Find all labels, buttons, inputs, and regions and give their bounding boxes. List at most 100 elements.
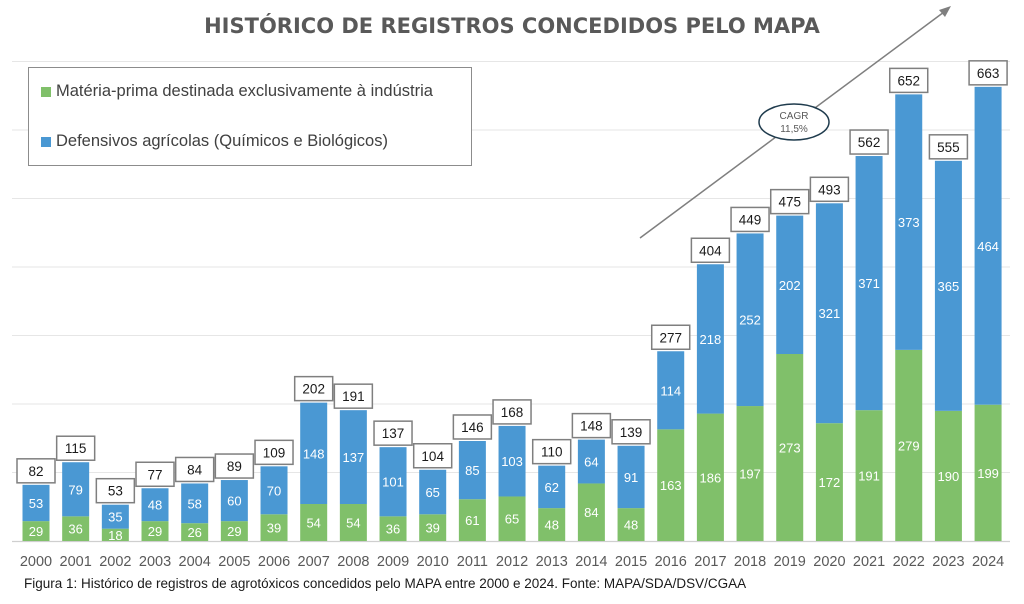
total-label: 168 — [501, 405, 524, 420]
x-tick-label: 2023 — [932, 554, 964, 570]
cagr-value: 11,5% — [780, 124, 808, 135]
total-label-box — [888, 67, 929, 94]
data-label-defensivos: 70 — [267, 483, 281, 498]
bar-segment-defensivos — [101, 504, 129, 529]
bar-group-2018: 197 252 449 — [730, 206, 770, 541]
data-label-defensivos: 65 — [425, 485, 439, 500]
bar-group-2012: 65 103 168 — [492, 399, 532, 541]
total-label-box — [55, 435, 96, 461]
bar-group-2011: 61 85 146 — [452, 414, 493, 541]
total-label: 139 — [620, 425, 643, 440]
bar-segment-defensivos — [577, 439, 605, 484]
x-tick-label: 2013 — [536, 554, 568, 570]
total-label: 89 — [227, 459, 242, 474]
x-tick-label: 2005 — [218, 554, 250, 570]
data-label-materia-prima: 54 — [306, 516, 320, 531]
total-label: 84 — [187, 462, 203, 477]
bar-group-2000: 29 53 82 — [16, 458, 56, 541]
total-label-box — [531, 438, 572, 465]
bar-segment-defensivos — [855, 156, 883, 411]
total-label-box — [412, 443, 453, 469]
data-label-materia-prima: 199 — [977, 466, 999, 481]
bar-segment-defensivos — [141, 488, 169, 522]
data-label-materia-prima: 65 — [505, 512, 519, 527]
x-tick-label: 2016 — [655, 554, 687, 570]
total-label: 137 — [382, 426, 405, 441]
total-label: 104 — [421, 449, 444, 464]
total-label-box — [928, 134, 969, 160]
data-label-materia-prima: 172 — [819, 475, 841, 490]
total-label-box — [571, 412, 612, 439]
data-label-defensivos: 371 — [858, 276, 880, 291]
x-tick-label: 2009 — [377, 554, 409, 570]
data-label-materia-prima: 84 — [584, 505, 598, 520]
bar-segment-defensivos — [220, 480, 248, 522]
legend: Matéria-prima destinada exclusivamente à… — [28, 67, 472, 166]
x-tick-label: 2015 — [615, 554, 647, 570]
figure-caption: Figura 1: Histórico de registros de agro… — [24, 576, 747, 591]
total-label-box — [650, 324, 691, 351]
bar-group-2003: 29 48 77 — [135, 461, 175, 541]
bar-group-2015: 48 91 139 — [611, 419, 651, 541]
data-label-materia-prima: 190 — [938, 469, 960, 484]
legend-swatch-blue — [41, 136, 51, 147]
bar-segment-materia-prima — [855, 410, 883, 541]
bar-segment-materia-prima — [934, 410, 962, 541]
bar-group-2013: 48 62 110 — [531, 438, 572, 541]
data-label-materia-prima: 29 — [148, 524, 162, 539]
x-tick-label: 2020 — [813, 554, 845, 570]
data-label-defensivos: 64 — [584, 455, 598, 470]
bar-group-2017: 186 218 404 — [690, 237, 731, 541]
bar-segment-materia-prima — [339, 504, 367, 541]
x-tick-label: 2018 — [734, 554, 766, 570]
total-label-box — [452, 414, 493, 440]
x-tick-label: 2019 — [774, 554, 806, 570]
bar-segment-materia-prima — [141, 521, 169, 541]
bar-group-2020: 172 321 493 — [809, 176, 850, 541]
bar-group-2009: 36 101 137 — [373, 420, 413, 541]
bar-group-2019: 273 202 475 — [769, 188, 810, 541]
bar-group-2007: 54 148 202 — [293, 375, 334, 541]
bar-segment-materia-prima — [220, 521, 248, 541]
bar-group-2006: 39 70 109 — [254, 439, 294, 541]
bar-segment-materia-prima — [815, 423, 843, 541]
bar-group-2010: 39 65 104 — [412, 443, 453, 541]
bar-segment-defensivos — [776, 215, 804, 354]
data-label-materia-prima: 36 — [386, 522, 400, 537]
bar-segment-defensivos — [458, 440, 486, 500]
legend-item-materia-prima: Matéria-prima destinada exclusivamente à… — [41, 82, 433, 101]
bar-segment-defensivos — [934, 160, 962, 411]
data-label-defensivos: 103 — [501, 454, 523, 469]
total-label-box — [135, 461, 175, 488]
bar-segment-defensivos — [181, 483, 209, 524]
bar-segment-defensivos — [419, 469, 447, 515]
bar-segment-defensivos — [62, 462, 90, 517]
x-tick-label: 2021 — [853, 554, 885, 570]
data-label-materia-prima: 273 — [779, 440, 801, 455]
bar-segment-defensivos — [22, 484, 50, 522]
bar-segment-materia-prima — [974, 404, 1002, 541]
total-label: 449 — [739, 212, 762, 227]
data-label-defensivos: 101 — [382, 475, 404, 490]
bar-segment-materia-prima — [22, 521, 50, 541]
data-label-defensivos: 85 — [465, 463, 479, 478]
total-label: 53 — [108, 484, 123, 499]
bar-segment-materia-prima — [538, 508, 566, 541]
data-label-defensivos: 137 — [343, 450, 365, 465]
total-label: 475 — [778, 195, 801, 210]
total-label: 277 — [659, 330, 682, 345]
data-label-defensivos: 373 — [898, 215, 920, 230]
chart-title: HISTÓRICO DE REGISTROS CONCEDIDOS PELO M… — [204, 13, 821, 38]
trend-arrowhead-icon — [939, 6, 951, 17]
data-label-defensivos: 148 — [303, 446, 325, 461]
bar-segment-defensivos — [498, 425, 526, 497]
x-tick-label: 2003 — [139, 554, 171, 570]
bar-segment-materia-prima — [181, 523, 209, 541]
bar-segment-materia-prima — [776, 353, 804, 541]
data-label-materia-prima: 54 — [346, 516, 360, 531]
total-label-box — [849, 129, 889, 155]
bar-segment-materia-prima — [379, 516, 407, 541]
total-label: 404 — [699, 243, 722, 258]
data-label-defensivos: 35 — [108, 510, 122, 525]
